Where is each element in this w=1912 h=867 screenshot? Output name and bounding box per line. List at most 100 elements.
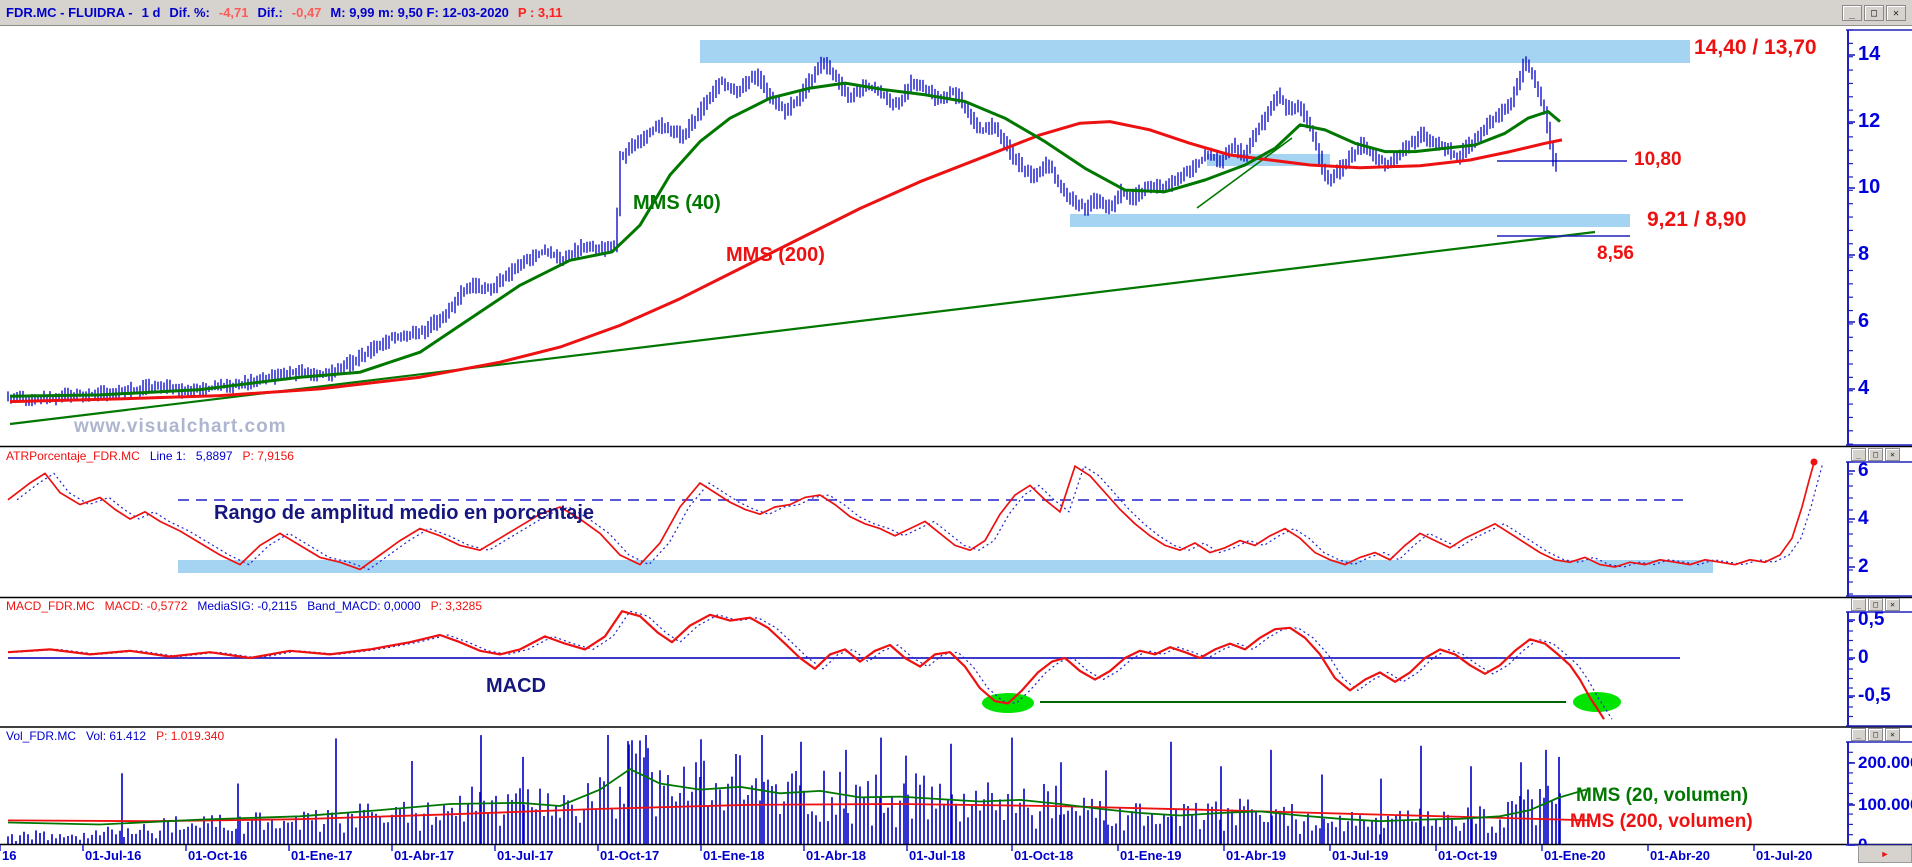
date-label: 01-Abr-19 — [1226, 848, 1286, 863]
macd-axis-label: -0,5 — [1858, 684, 1891, 706]
date-label: 01-Abr-17 — [394, 848, 454, 863]
volume-panel-header-segment: Vol_FDR.MC — [6, 729, 77, 743]
scroll-end-icon: ► — [1880, 848, 1890, 859]
date-label: 16 — [2, 848, 17, 863]
volume-panel-header-segment: P: 1.019.340 — [156, 729, 225, 743]
volume-mms20-line[interactable] — [7, 768, 1587, 826]
vol-mms20-label: MMS (20, volumen) — [1576, 785, 1749, 806]
resistance-label: 14,40 / 13,70 — [1694, 36, 1817, 59]
atr-axis[interactable] — [1845, 462, 1912, 598]
atr-panel-header-segment: 5,8897 — [195, 449, 233, 463]
atr-axis-label: 4 — [1858, 507, 1869, 529]
vol-axis-label: 100.000 — [1858, 794, 1912, 814]
price-axis-label: 4 — [1858, 377, 1870, 399]
date-label: 01-Oct-19 — [1438, 848, 1498, 863]
macd-line[interactable] — [7, 610, 1605, 720]
price-axis[interactable] — [1845, 30, 1912, 447]
price-bars[interactable] — [7, 56, 1557, 407]
date-label: 01-Jul-17 — [497, 848, 554, 863]
volume-bars[interactable] — [7, 735, 1561, 845]
minimize-button[interactable]: _ — [1851, 598, 1866, 611]
atr-annotation: Rango de amplitud medio en porcentaje — [214, 502, 595, 524]
date-label: 01-Abr-18 — [806, 848, 866, 863]
level-856-label: 8,56 — [1597, 243, 1634, 264]
window-controls: _ □ ✕ — [1842, 5, 1906, 21]
price-axis-label: 8 — [1858, 243, 1870, 265]
date-label: 01-Oct-17 — [600, 848, 660, 863]
price-axis-label: 6 — [1858, 310, 1870, 332]
atr-end-dot — [1810, 458, 1818, 466]
mms40-line[interactable] — [9, 81, 1561, 398]
title-segment: -0,47 — [291, 5, 322, 20]
macd-divergence-ellipse-1 — [1573, 692, 1621, 712]
title-segment: M: 9,99 m: 9,50 F: 12-03-2020 — [330, 5, 509, 20]
mms200-label: MMS (200) — [726, 244, 825, 266]
maximize-button[interactable]: □ — [1864, 5, 1884, 21]
macd-panel-header-segment: P: 3,3285 — [430, 599, 482, 613]
atr-panel-controls: _ □ ✕ — [1851, 448, 1900, 461]
title-segment: Dif. %: — [169, 5, 210, 20]
minimize-button[interactable]: _ — [1851, 448, 1866, 461]
title-segment: P : 3,11 — [517, 5, 563, 20]
level-1080-label: 10,80 — [1634, 149, 1682, 170]
minimize-button[interactable]: _ — [1842, 5, 1862, 21]
macd-axis-label: 0 — [1858, 646, 1869, 668]
date-label: 01-Jul-19 — [1332, 848, 1389, 863]
title-segment: 1 d — [141, 5, 161, 20]
shaded-zone-3 — [178, 560, 1713, 573]
atr-panel-header-segment: Line 1: — [149, 449, 186, 463]
macd-panel-header-segment: MACD: -0,5772 — [104, 599, 188, 613]
atr-axis-label: 6 — [1858, 459, 1869, 481]
volume-panel-header-segment: Vol: 61.412 — [86, 729, 147, 743]
vol-axis-label: 0 — [1858, 836, 1867, 853]
volume-mms200-line[interactable] — [7, 803, 1591, 823]
minimize-button[interactable]: _ — [1851, 728, 1866, 741]
maximize-button[interactable]: □ — [1868, 448, 1883, 461]
shaded-zone-2 — [1070, 214, 1630, 227]
close-button[interactable]: ✕ — [1886, 5, 1906, 21]
scroll-end-button[interactable]: ► — [1858, 845, 1912, 863]
macd-panel-header-segment: Band_MACD: 0,0000 — [307, 599, 421, 613]
date-label: 01-Ene-17 — [291, 848, 353, 863]
close-button[interactable]: ✕ — [1885, 448, 1900, 461]
window-title: FDR.MC - FLUIDRA - 1 d Dif. %: -4,71 Dif.: -0… — [0, 5, 562, 20]
date-label: 01-Jul-20 — [1756, 848, 1813, 863]
date-label: 01-Ene-19 — [1120, 848, 1182, 863]
shaded-zone-0 — [700, 40, 1690, 63]
date-label: 01-Ene-20 — [1544, 848, 1606, 863]
trendline-1[interactable] — [1196, 137, 1293, 209]
close-button[interactable]: ✕ — [1885, 598, 1900, 611]
maximize-button[interactable]: □ — [1868, 728, 1883, 741]
macd-panel-header-segment: MACD_FDR.MC — [6, 599, 95, 613]
atr-panel-header: ATRPorcentaje_FDR.MC Line 1: 5,8897 P: 7,91… — [6, 449, 294, 463]
volume-panel-controls: _ □ ✕ — [1851, 728, 1900, 741]
watermark: www.visualchart.com — [74, 416, 287, 437]
mms40-label: MMS (40) — [633, 192, 721, 214]
mms200-line[interactable] — [9, 120, 1563, 404]
date-label: 01-Jul-18 — [909, 848, 966, 863]
price-axis-label: 10 — [1858, 176, 1881, 198]
atr-panel-header-segment: P: 7,9156 — [242, 449, 294, 463]
date-label: 01-Oct-18 — [1014, 848, 1074, 863]
vol-axis-label: 200.000 — [1858, 752, 1912, 772]
support-label: 9,21 / 8,90 — [1647, 208, 1747, 231]
date-label: 01-Oct-16 — [188, 848, 248, 863]
title-segment: Dif.: — [257, 5, 283, 20]
vol-mms200-label: MMS (200, volumen) — [1570, 811, 1753, 832]
macd-panel-header-segment: MediaSIG: -0,2115 — [197, 599, 298, 613]
macd-axis-label: 0,5 — [1858, 608, 1885, 630]
macd-panel-controls: _ □ ✕ — [1851, 598, 1900, 611]
window-titlebar[interactable]: FDR.MC - FLUIDRA - 1 d Dif. %: -4,71 Dif.: -0… — [0, 0, 1912, 26]
title-segment: -4,71 — [218, 5, 249, 20]
price-axis-label: 12 — [1858, 110, 1881, 132]
atr-axis-label: 2 — [1858, 555, 1869, 577]
maximize-button[interactable]: □ — [1868, 598, 1883, 611]
macd-signal-dotted — [15, 610, 1613, 720]
atr-line[interactable] — [7, 462, 1815, 571]
date-label: 01-Abr-20 — [1650, 848, 1710, 863]
price-axis-label: 14 — [1858, 43, 1881, 65]
macd-annotation: MACD — [486, 675, 546, 697]
close-button[interactable]: ✕ — [1885, 728, 1900, 741]
